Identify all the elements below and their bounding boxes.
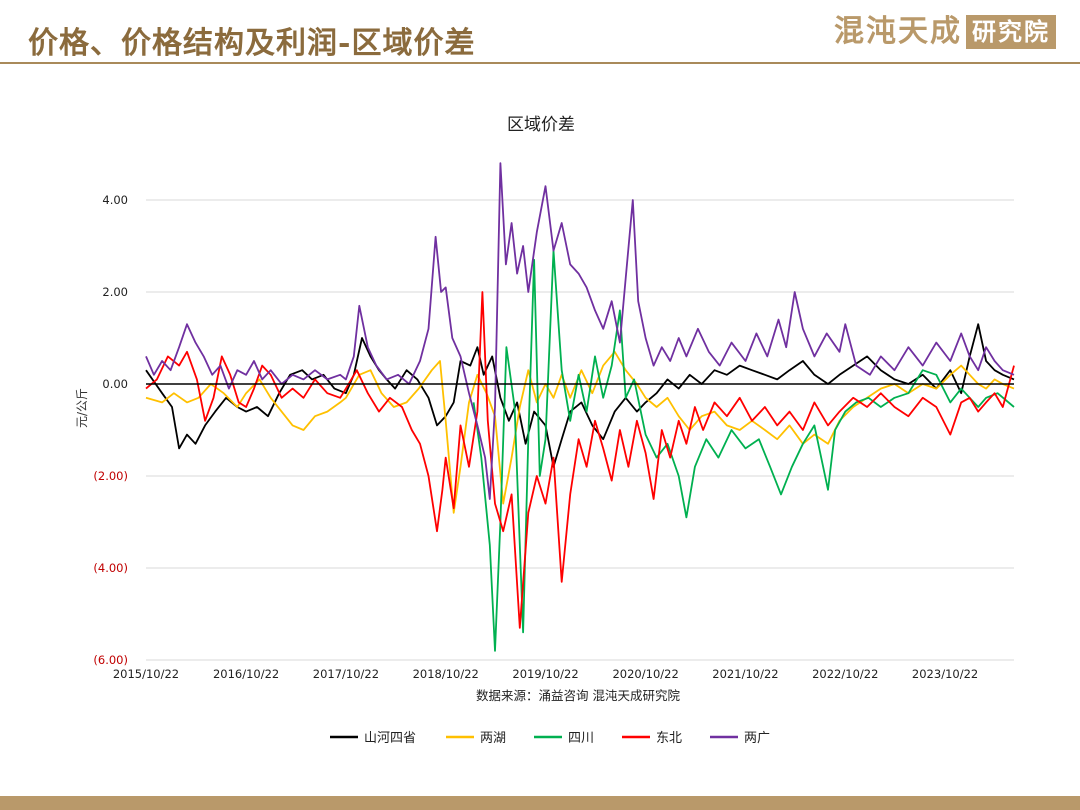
x-tick-label: 2021/10/22 (712, 667, 778, 681)
y-tick-label: (4.00) (93, 561, 128, 575)
regional-spread-chart: 区域价差 4.00 2.00 0.00 (2.00) (4.00) (6.00) 2015… (75, 115, 1015, 746)
x-tick-label: 2018/10/22 (413, 667, 479, 681)
chart-series (145, 162, 1015, 652)
footer-band (0, 796, 1080, 810)
legend-label: 两广 (744, 731, 770, 746)
chart-grid (146, 199, 1014, 661)
series-line-2 (472, 249, 1015, 652)
data-source-note: 数据来源：涌益咨询 混沌天成研究院 (476, 688, 680, 703)
x-tick-label: 2019/10/22 (512, 667, 578, 681)
logo-text: 混沌天成 (834, 14, 962, 49)
y-tick-label: 4.00 (102, 193, 128, 207)
brand-logo: 混沌天成 研究院 (834, 14, 1056, 50)
header-divider (0, 62, 1080, 64)
x-tick-label: 2017/10/22 (313, 667, 379, 681)
chart-title: 区域价差 (507, 115, 575, 135)
legend-item: 两湖 (446, 731, 506, 746)
series-line-4 (145, 162, 1015, 500)
page-title: 价格、价格结构及利润-区域价差 (28, 26, 476, 61)
legend-label: 两湖 (480, 731, 506, 746)
legend-item: 山河四省 (330, 731, 416, 746)
y-tick-label: (2.00) (93, 469, 128, 483)
y-tick-label: 2.00 (102, 285, 128, 299)
legend-item: 四川 (534, 731, 594, 746)
x-axis-ticks: 2015/10/22 2016/10/22 2017/10/22 2018/10/22… (113, 667, 978, 681)
y-axis-label: 元/公斤 (75, 388, 89, 428)
legend-label: 东北 (656, 731, 682, 746)
x-tick-label: 2015/10/22 (113, 667, 179, 681)
y-tick-label: (6.00) (93, 653, 128, 667)
legend-label: 山河四省 (364, 731, 416, 746)
header: 价格、价格结构及利润-区域价差 混沌天成 研究院 (0, 0, 1080, 66)
x-tick-label: 2020/10/22 (612, 667, 678, 681)
x-tick-label: 2016/10/22 (213, 667, 279, 681)
y-tick-label: 0.00 (102, 377, 128, 391)
series-line-3 (145, 291, 1015, 629)
y-axis-ticks: 4.00 2.00 0.00 (2.00) (4.00) (6.00) (93, 193, 128, 667)
x-tick-label: 2022/10/22 (812, 667, 878, 681)
x-tick-label: 2023/10/22 (912, 667, 978, 681)
legend-label: 四川 (568, 731, 594, 746)
chart-legend: 山河四省 两湖 四川 东北 两广 (330, 731, 770, 746)
legend-item: 东北 (622, 731, 682, 746)
legend-item: 两广 (710, 731, 770, 746)
logo-box-text: 研究院 (966, 15, 1056, 49)
